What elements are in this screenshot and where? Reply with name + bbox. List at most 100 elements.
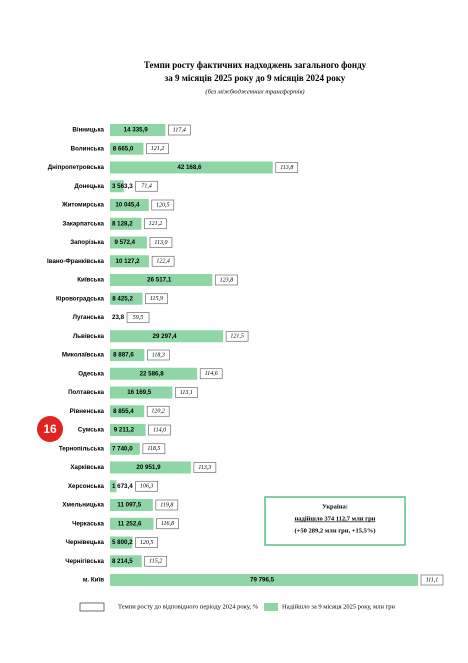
- rate-box: [144, 218, 167, 230]
- rate-box: [146, 405, 170, 417]
- bar: [110, 142, 144, 155]
- total-title: Україна:: [322, 503, 348, 510]
- total-value: надійшло 374 112,7 млн грн: [295, 515, 376, 522]
- bar: [110, 536, 133, 549]
- rate-label: 119,8: [160, 502, 173, 508]
- value-label: 29 297,4: [153, 333, 178, 340]
- rate-label: 71,4: [141, 183, 152, 190]
- bar: [110, 349, 145, 361]
- bar: [110, 217, 142, 230]
- bar: [110, 517, 154, 530]
- value-label: 8 128,2: [112, 220, 133, 227]
- category-label: Чернівецька: [66, 539, 105, 546]
- rate-box: [168, 124, 191, 136]
- rate-box: [144, 555, 168, 567]
- category-label: Закарпатська: [62, 220, 104, 227]
- category-label: м. Київ: [83, 577, 104, 584]
- value-label: 23,8: [112, 314, 125, 321]
- bar: [110, 180, 124, 193]
- subtitle: (без міжбюджетних трансфертів): [205, 88, 304, 95]
- rate-label: 118,5: [147, 446, 160, 452]
- rate-label: 120,2: [151, 409, 165, 415]
- value-label: 5 800,2: [112, 539, 133, 546]
- rate-label: 121,5: [230, 334, 244, 340]
- value-label: 79 796,5: [250, 577, 275, 584]
- category-label: Дніпропетровська: [48, 164, 105, 171]
- rate-label: 121,2: [151, 146, 165, 152]
- bar: [110, 367, 198, 380]
- page-badge: [37, 416, 63, 442]
- rate-box: [135, 180, 158, 192]
- value-label: 22 586,8: [140, 370, 165, 377]
- legend-swatch: [79, 602, 105, 612]
- rate-box: [148, 424, 171, 436]
- rate-label: 111,1: [426, 577, 439, 583]
- category-label: Чернігівська: [65, 558, 104, 565]
- category-label: Київська: [77, 277, 104, 284]
- bar: [110, 386, 173, 399]
- category-label: Черкаська: [72, 520, 104, 527]
- rate-box: [146, 143, 169, 155]
- rate-label: 122,4: [156, 258, 170, 265]
- bar: [110, 461, 191, 474]
- category-label: Тернопільська: [59, 445, 105, 452]
- bar: [110, 480, 117, 493]
- rate-label: 114,0: [153, 426, 166, 433]
- value-label: 16 169,5: [127, 389, 152, 396]
- rate-label: 117,4: [173, 126, 186, 133]
- value-label: 9 211,2: [114, 427, 135, 434]
- bar: [110, 442, 140, 455]
- rate-label: 120,5: [140, 540, 154, 546]
- rate-box: [126, 312, 150, 323]
- rate-label: 115,2: [149, 559, 162, 565]
- value-label: 8 665,0: [113, 145, 134, 152]
- value-label: 8 887,6: [113, 352, 134, 359]
- category-label: Херсонська: [68, 483, 105, 490]
- rate-box: [145, 293, 168, 305]
- rate-label: 113,1: [180, 390, 193, 396]
- legend-label: Темпи росту до відповідного періоду 2024…: [118, 603, 259, 610]
- value-label: 8 855,4: [113, 408, 134, 415]
- category-label: Рівненська: [70, 408, 105, 415]
- rate-label: 106,3: [140, 484, 154, 490]
- value-label: 42 168,6: [177, 164, 202, 171]
- value-label: 20 951,9: [136, 464, 161, 471]
- rate-box: [193, 462, 217, 473]
- rate-box: [151, 255, 175, 267]
- rate-box: [135, 480, 158, 492]
- bar: [110, 424, 146, 436]
- category-label: Харківська: [70, 464, 104, 471]
- rate-label: 116,8: [161, 521, 174, 527]
- value-label: 11 097,5: [117, 502, 141, 509]
- value-label: 8 425,2: [112, 295, 133, 302]
- bar: [110, 236, 147, 249]
- category-label: Волинська: [71, 145, 105, 152]
- bar: [110, 405, 145, 418]
- bar: [110, 574, 418, 586]
- rate-box: [142, 443, 166, 455]
- rate-label: 59,5: [133, 315, 144, 321]
- rate-box: [175, 387, 198, 398]
- value-label: 8 214,5: [112, 558, 133, 565]
- legend-swatch: [264, 603, 278, 611]
- total-change: (+50 289,2 млн грн, +15,5%): [295, 527, 376, 534]
- value-label: 10 045,4: [115, 202, 140, 209]
- rate-label: 113,0: [154, 240, 167, 246]
- rate-box: [156, 518, 179, 530]
- category-label: Івано-Франківська: [47, 258, 105, 265]
- value-label: 1 673,4: [112, 483, 133, 490]
- rate-box: [135, 537, 158, 548]
- bar: [110, 124, 166, 136]
- title-line: за 9 місяців 2025 року до 9 місяців 2024…: [165, 73, 346, 83]
- value-label: 9 572,4: [114, 239, 135, 246]
- rate-box: [151, 199, 175, 211]
- bar: [110, 555, 142, 568]
- rate-box: [149, 237, 173, 248]
- value-label: 11 252,6: [118, 520, 142, 527]
- category-label: Запорізька: [70, 239, 104, 246]
- bar: [110, 199, 149, 211]
- legend-label: Надійшло за 9 місяця 2025 року, млн грн: [282, 603, 396, 610]
- bar: [110, 255, 150, 268]
- category-label: Миколаївська: [62, 352, 105, 359]
